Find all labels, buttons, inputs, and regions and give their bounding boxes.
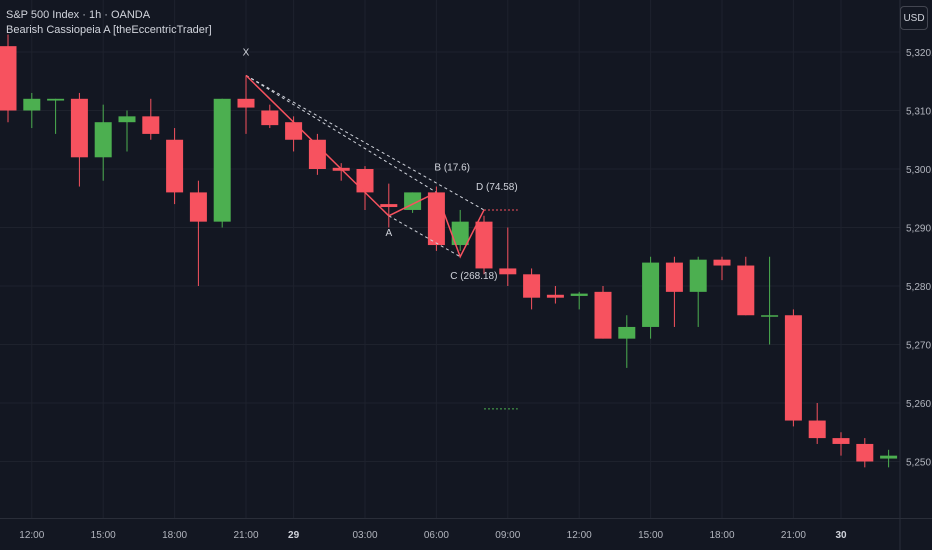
pattern-point-label: D (74.58) <box>476 182 518 193</box>
candle-up[interactable] <box>118 116 136 123</box>
x-tick-label: 15:00 <box>638 530 663 541</box>
candle-down[interactable] <box>427 192 445 246</box>
candle-down[interactable] <box>594 291 612 339</box>
candle-down[interactable] <box>356 169 374 193</box>
candle-down[interactable] <box>523 274 541 298</box>
candle-down[interactable] <box>546 294 564 298</box>
x-tick-label: 21:00 <box>781 530 806 541</box>
candle-up[interactable] <box>880 455 898 459</box>
candle-down[interactable] <box>237 98 255 108</box>
candle-down[interactable] <box>475 221 493 269</box>
symbol-title[interactable]: S&P 500 Index · 1h · OANDA <box>6 9 151 21</box>
candle-down[interactable] <box>308 139 326 169</box>
pattern-point-label: A <box>385 228 392 239</box>
x-tick-label: 06:00 <box>424 530 449 541</box>
x-tick-label: 09:00 <box>495 530 520 541</box>
candle-down[interactable] <box>189 192 207 222</box>
candle-up[interactable] <box>642 262 660 327</box>
candle-up[interactable] <box>47 98 65 101</box>
y-tick-label: 5,280.0 <box>906 282 932 293</box>
candle-down[interactable] <box>499 268 517 275</box>
y-tick-label: 5,290.0 <box>906 224 932 235</box>
pattern-dashed-line <box>388 215 461 258</box>
x-tick-label: 29 <box>288 530 300 541</box>
candle-up[interactable] <box>761 315 779 317</box>
x-tick-label: 18:00 <box>162 530 187 541</box>
candle-up[interactable] <box>23 98 41 111</box>
candle-up[interactable] <box>689 259 707 292</box>
y-tick-label: 5,320.0 <box>906 48 932 59</box>
candle-up[interactable] <box>618 326 636 339</box>
candle-up[interactable] <box>94 122 112 158</box>
candle-down[interactable] <box>142 116 160 134</box>
candle-down[interactable] <box>665 262 683 292</box>
chart-legend: S&P 500 Index · 1h · OANDA Bearish Cassi… <box>6 8 212 38</box>
y-tick-label: 5,310.0 <box>906 107 932 118</box>
pattern-point-label: C (268.18) <box>450 271 497 282</box>
candle-down[interactable] <box>713 259 731 266</box>
x-tick-label: 15:00 <box>91 530 116 541</box>
candle-down[interactable] <box>166 139 184 193</box>
x-tick-label: 18:00 <box>709 530 734 541</box>
pattern-point-label: X <box>243 47 250 58</box>
candle-down[interactable] <box>737 265 755 316</box>
candle-down[interactable] <box>0 46 17 111</box>
y-tick-label: 5,260.0 <box>906 399 932 410</box>
candle-down[interactable] <box>784 315 802 421</box>
x-tick-label: 12:00 <box>19 530 44 541</box>
pattern-point-label: B (17.6) <box>434 162 470 173</box>
candle-down[interactable] <box>261 110 279 126</box>
candle-down[interactable] <box>380 204 398 208</box>
y-tick-label: 5,250.0 <box>906 458 932 469</box>
candle-down[interactable] <box>808 420 826 439</box>
candle-down[interactable] <box>856 443 874 462</box>
candle-down[interactable] <box>70 98 88 158</box>
currency-button[interactable]: USD <box>900 6 928 30</box>
y-tick-label: 5,300.0 <box>906 165 932 176</box>
x-tick-label: 21:00 <box>233 530 258 541</box>
candle-down[interactable] <box>285 122 303 140</box>
candle-up[interactable] <box>451 221 469 246</box>
pattern-line <box>245 74 485 259</box>
x-tick-label: 12:00 <box>567 530 592 541</box>
indicator-title[interactable]: Bearish Cassiopeia A [theEccentricTrader… <box>6 24 212 36</box>
candle-up[interactable] <box>570 293 588 296</box>
candle-up[interactable] <box>213 98 231 222</box>
x-tick-label: 03:00 <box>352 530 377 541</box>
x-tick-label: 30 <box>835 530 847 541</box>
y-tick-label: 5,270.0 <box>906 341 932 352</box>
pattern-dashed-line <box>245 74 437 193</box>
candle-down[interactable] <box>832 438 850 444</box>
